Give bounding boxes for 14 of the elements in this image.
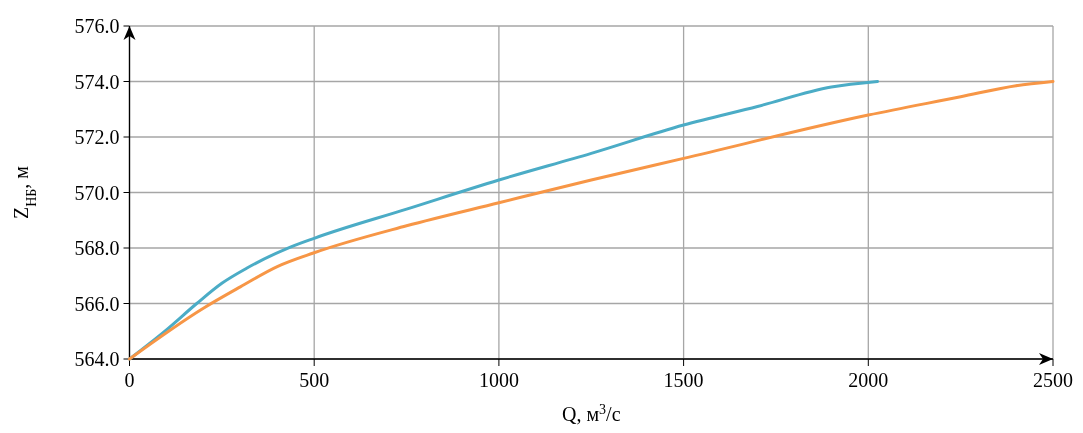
- y-tick-label: 566.0: [74, 292, 120, 315]
- y-tick-label: 572.0: [74, 126, 120, 148]
- x-tick-label: 2000: [848, 369, 889, 391]
- x-tick-label: 500: [299, 369, 330, 391]
- y-tick-label: 576.0: [74, 15, 120, 37]
- x-tick-label: 2500: [1033, 369, 1073, 391]
- x-tick-label: 1000: [478, 369, 519, 391]
- y-tick-label: 570.0: [74, 181, 120, 204]
- x-tick-label: 1500: [663, 369, 704, 391]
- x-axis-title: Q, м$^{3}$/с: [561, 401, 621, 425]
- y-tick-label: 564.0: [74, 348, 120, 370]
- y-tick-label: 568.0: [74, 237, 120, 259]
- y-tick-label: 574.0: [74, 70, 120, 93]
- x-tick-label: 0: [124, 369, 135, 391]
